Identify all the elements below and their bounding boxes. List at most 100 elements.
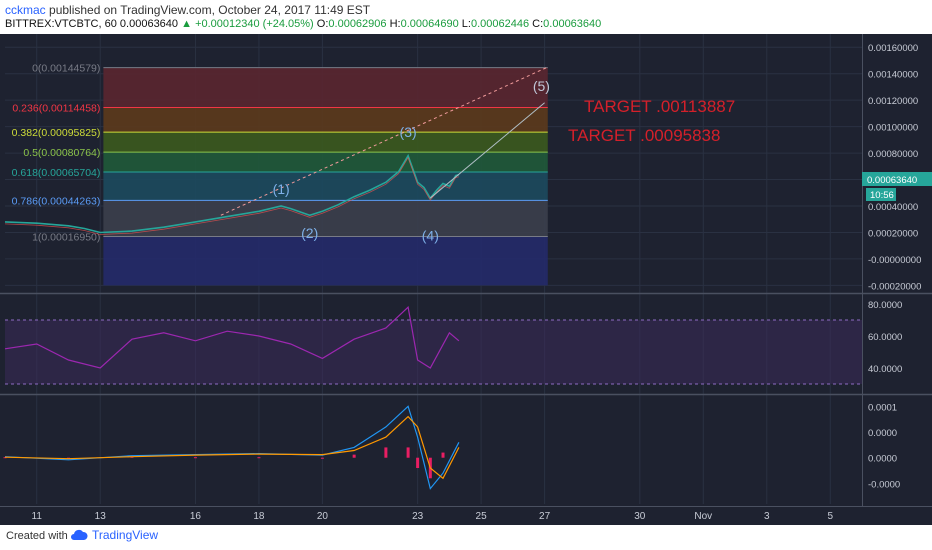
rsi-axis-tick-0: 80.0000: [868, 300, 902, 311]
open-value: 0.00062906: [328, 18, 387, 30]
publish-text: published on TradingView.com, October 24…: [49, 3, 371, 17]
high-value: 0.00064690: [400, 18, 459, 30]
rsi-line: [4, 306, 460, 369]
open-label: O:: [316, 18, 329, 30]
fib-zone-5: [103, 200, 548, 237]
price-axis[interactable]: 0.00160000 0.00140000 0.00120000 0.00100000…: [868, 43, 921, 490]
macd-histogram-bar-8: [406, 447, 410, 458]
time-axis-tick-11: 5: [827, 511, 833, 522]
price-line-shadow: [4, 156, 460, 235]
cloud-logo-icon: [71, 529, 88, 540]
rsi-axis-tick-2: 40.0000: [868, 364, 902, 375]
ohlc-line: BITTREX:VTCBTC, 60 0.00063640 ▲ +0.00012…: [5, 18, 601, 30]
macd-axis-tick-2: 0.0000: [868, 454, 897, 465]
price-axis-tick-1: 0.00140000: [868, 70, 918, 81]
target-1-label: TARGET .00113887: [584, 97, 735, 116]
created-with-text: Created with: [6, 530, 68, 542]
last-price-badge: [862, 172, 932, 186]
tradingview-link[interactable]: TradingView: [70, 528, 158, 542]
chart-header: cckmac published on TradingView.com, Oct…: [0, 0, 932, 34]
fib-zone-3: [103, 152, 548, 172]
macd-axis-tick-1: 0.0000: [868, 428, 897, 439]
macd-histogram-bar-4: [257, 457, 261, 459]
price-axis-tick-2: 0.00120000: [868, 96, 918, 107]
wave-label-2: (2): [301, 225, 318, 241]
time-axis-tick-8: 30: [634, 511, 646, 522]
footer: Created with TradingView: [0, 525, 932, 550]
fib-zone-0: [103, 67, 548, 108]
fib-label-5: 0.786(0.00044263): [12, 195, 101, 207]
fib-label-2: 0.382(0.00095825): [12, 127, 101, 139]
symbol-label[interactable]: BITTREX:VTCBTC, 60: [5, 18, 117, 30]
fib-zone-2: [103, 132, 548, 153]
target-2-label: TARGET .00095838: [568, 126, 720, 145]
last-price: 0.00063640: [119, 18, 179, 30]
time-axis-tick-5: 23: [412, 511, 424, 522]
price-axis-tick-7: 0.00020000: [868, 228, 918, 239]
wave-label-5: (5): [533, 78, 550, 94]
time-axis-tick-10: 3: [764, 511, 770, 522]
price-axis-tick-8: -0.00000000: [868, 255, 921, 266]
rsi-axis-tick-1: 60.0000: [868, 332, 902, 343]
macd-histogram-bar-9: [416, 457, 420, 468]
chart-canvas[interactable]: 0(0.00144579) 0.236(0.00114458) 0.382(0.00…: [0, 34, 932, 525]
price-series: [4, 153, 460, 235]
price-axis-tick-3: 0.00100000: [868, 123, 918, 134]
macd-histogram-bar-6: [352, 454, 356, 458]
tradingview-brand: TradingView: [92, 528, 159, 542]
time-axis-tick-6: 25: [476, 511, 488, 522]
fib-zone-4: [103, 171, 548, 201]
price-axis-tick-0: 0.00160000: [868, 43, 918, 54]
elliott-wave-labels: (1) (2) (3) (4) (5): [273, 78, 550, 244]
time-axis[interactable]: 11 13 16 18 20 23 25 27 30 Nov 3 5: [32, 511, 834, 522]
countdown-badge: [866, 188, 896, 201]
fib-label-1: 0.236(0.00114458): [12, 102, 100, 114]
fib-label-6: 1(0.00016950): [32, 231, 100, 243]
price-line: [4, 153, 460, 234]
low-label: L:: [461, 18, 471, 30]
price-axis-tick-4: 0.00080000: [868, 149, 918, 160]
fib-label-0: 0(0.00144579): [32, 63, 100, 75]
time-axis-tick-0: 11: [32, 511, 43, 522]
up-triangle-icon: ▲: [181, 18, 192, 30]
wave-5-projection-line: [430, 102, 545, 199]
trend-lines[interactable]: [220, 66, 548, 216]
time-axis-tick-9: Nov: [694, 511, 712, 522]
high-label: H:: [389, 18, 401, 30]
countdown-badge-value: 10:56: [870, 190, 894, 201]
price-change: +0.00012340 (+24.05%): [195, 18, 314, 30]
price-axis-tick-6: 0.00040000: [868, 202, 918, 213]
rsi-band: [5, 320, 862, 384]
macd-histogram-bar-11: [441, 452, 445, 458]
close-label: C:: [532, 18, 544, 30]
time-axis-tick-1: 13: [95, 511, 107, 522]
macd-histogram-bar-3: [193, 457, 197, 459]
wave-label-4: (4): [422, 227, 439, 243]
author-link[interactable]: cckmac: [5, 3, 46, 17]
wave-label-1: (1): [273, 181, 290, 197]
macd-histogram-bar-7: [384, 447, 388, 458]
fib-label-3: 0.5(0.00080764): [23, 147, 100, 159]
macd-axis-tick-3: -0.0000: [868, 479, 900, 490]
macd-line: [4, 405, 460, 490]
publish-line: cckmac published on TradingView.com, Oct…: [5, 3, 370, 17]
macd-signal-line: [4, 415, 460, 480]
last-price-badge-value: 0.00063640: [867, 175, 917, 186]
fib-zone-1: [103, 107, 548, 133]
price-axis-tick-9: -0.00020000: [868, 281, 921, 292]
macd-panel: [3, 405, 460, 490]
time-axis-tick-4: 20: [317, 511, 329, 522]
fib-label-4: 0.618(0.00065704): [12, 167, 101, 179]
macd-histogram-bar-5: [320, 457, 324, 459]
time-axis-tick-2: 16: [190, 511, 202, 522]
rsi-panel: [4, 306, 862, 385]
time-axis-tick-7: 27: [539, 511, 551, 522]
wave-label-3: (3): [400, 124, 417, 140]
fibonacci-retracement[interactable]: 0(0.00144579) 0.236(0.00114458) 0.382(0.00…: [12, 63, 548, 286]
fib-zone-6: [103, 236, 548, 286]
chart-svg[interactable]: 0(0.00144579) 0.236(0.00114458) 0.382(0.00…: [0, 34, 932, 525]
close-value: 0.00063640: [543, 18, 602, 30]
low-value: 0.00062446: [470, 18, 530, 30]
time-axis-tick-3: 18: [253, 511, 265, 522]
macd-axis-tick-0: 0.0001: [868, 402, 897, 413]
